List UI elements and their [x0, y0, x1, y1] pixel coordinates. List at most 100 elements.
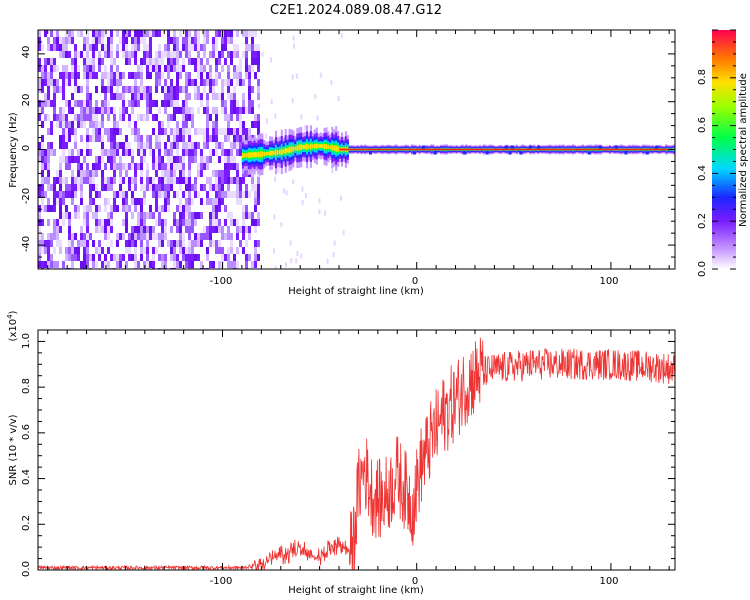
- noise-speckle: [301, 199, 304, 205]
- noise-cell: [161, 121, 164, 128]
- noise-cell: [143, 156, 146, 163]
- noise-cell: [239, 65, 242, 72]
- noise-cell: [74, 135, 77, 142]
- noise-cell: [95, 184, 98, 191]
- noise-cell: [236, 128, 239, 135]
- noise-cell: [215, 114, 218, 121]
- noise-cell: [53, 86, 56, 93]
- noise-cell: [44, 72, 47, 79]
- noise-cell: [137, 163, 140, 170]
- noise-cell: [146, 233, 149, 240]
- noise-cell: [56, 37, 59, 44]
- noise-cell: [197, 240, 200, 247]
- noise-cell: [104, 254, 107, 261]
- noise-cell: [233, 100, 236, 107]
- noise-cell: [110, 30, 113, 37]
- noise-cell: [77, 170, 80, 177]
- noise-cell: [212, 226, 215, 233]
- colorbar: 0.0 0.2 0.4 0.6 0.8 Normalized spectral …: [697, 29, 749, 277]
- noise-cell: [113, 128, 116, 135]
- noise-cell: [44, 156, 47, 163]
- noise-cell: [62, 149, 65, 156]
- noise-cell: [95, 219, 98, 226]
- noise-cell: [86, 114, 89, 121]
- signal-cell: [290, 146, 293, 153]
- noise-cell: [143, 86, 146, 93]
- signal-cell: [249, 152, 252, 158]
- noise-cell: [191, 247, 194, 254]
- noise-cell: [197, 212, 200, 219]
- noise-cell: [200, 240, 203, 247]
- noise-cell: [113, 254, 116, 261]
- noise-cell: [224, 128, 227, 135]
- noise-cell: [59, 86, 62, 93]
- noise-cell: [143, 58, 146, 65]
- noise-cell: [149, 233, 152, 240]
- noise-cell: [62, 86, 65, 93]
- noise-cell: [92, 184, 95, 191]
- noise-cell: [161, 261, 164, 268]
- noise-cell: [155, 72, 158, 79]
- noise-cell: [185, 226, 188, 233]
- noise-cell: [224, 233, 227, 240]
- noise-cell: [41, 240, 44, 247]
- noise-cell: [245, 254, 248, 261]
- noise-cell: [74, 58, 77, 65]
- noise-cell: [251, 212, 254, 219]
- noise-cell: [203, 163, 206, 170]
- noise-cell: [143, 191, 146, 198]
- noise-cell: [53, 100, 56, 107]
- noise-cell: [137, 86, 140, 93]
- noise-cell: [152, 163, 155, 170]
- noise-cell: [158, 30, 161, 37]
- noise-cell: [149, 44, 152, 51]
- noise-cell: [128, 184, 131, 191]
- noise-cell: [176, 177, 179, 184]
- noise-cell: [206, 114, 209, 121]
- noise-cell: [230, 163, 233, 170]
- noise-cell: [89, 65, 92, 72]
- noise-cell: [185, 184, 188, 191]
- noise-cell: [38, 191, 41, 198]
- noise-cell: [83, 177, 86, 184]
- noise-cell: [257, 65, 260, 72]
- noise-cell: [41, 142, 44, 149]
- noise-cell: [158, 142, 161, 149]
- noise-cell: [98, 156, 101, 163]
- noise-cell: [218, 261, 221, 268]
- noise-cell: [185, 149, 188, 156]
- noise-cell: [89, 114, 92, 121]
- noise-cell: [80, 226, 83, 233]
- noise-cell: [71, 149, 74, 156]
- noise-cell: [194, 156, 197, 163]
- noise-cell: [257, 93, 260, 100]
- noise-cell: [59, 198, 62, 205]
- noise-cell: [245, 170, 248, 177]
- noise-cell: [221, 37, 224, 44]
- noise-cell: [158, 58, 161, 65]
- noise-cell: [50, 205, 53, 212]
- noise-cell: [236, 261, 239, 268]
- noise-cell: [158, 72, 161, 79]
- noise-cell: [191, 114, 194, 121]
- noise-cell: [194, 142, 197, 149]
- noise-cell: [71, 128, 74, 135]
- noise-cell: [230, 128, 233, 135]
- noise-cell: [131, 156, 134, 163]
- noise-cell: [101, 121, 104, 128]
- noise-cell: [86, 79, 89, 86]
- noise-cell: [89, 233, 92, 240]
- noise-cell: [134, 58, 137, 65]
- noise-cell: [173, 212, 176, 219]
- noise-cell: [176, 135, 179, 142]
- signal-speck: [463, 151, 467, 155]
- noise-cell: [167, 240, 170, 247]
- noise-cell: [98, 65, 101, 72]
- noise-cell: [146, 170, 149, 177]
- noise-cell: [233, 44, 236, 51]
- noise-cell: [38, 240, 41, 247]
- noise-cell: [146, 184, 149, 191]
- noise-cell: [140, 135, 143, 142]
- noise-cell: [59, 135, 62, 142]
- noise-cell: [83, 58, 86, 65]
